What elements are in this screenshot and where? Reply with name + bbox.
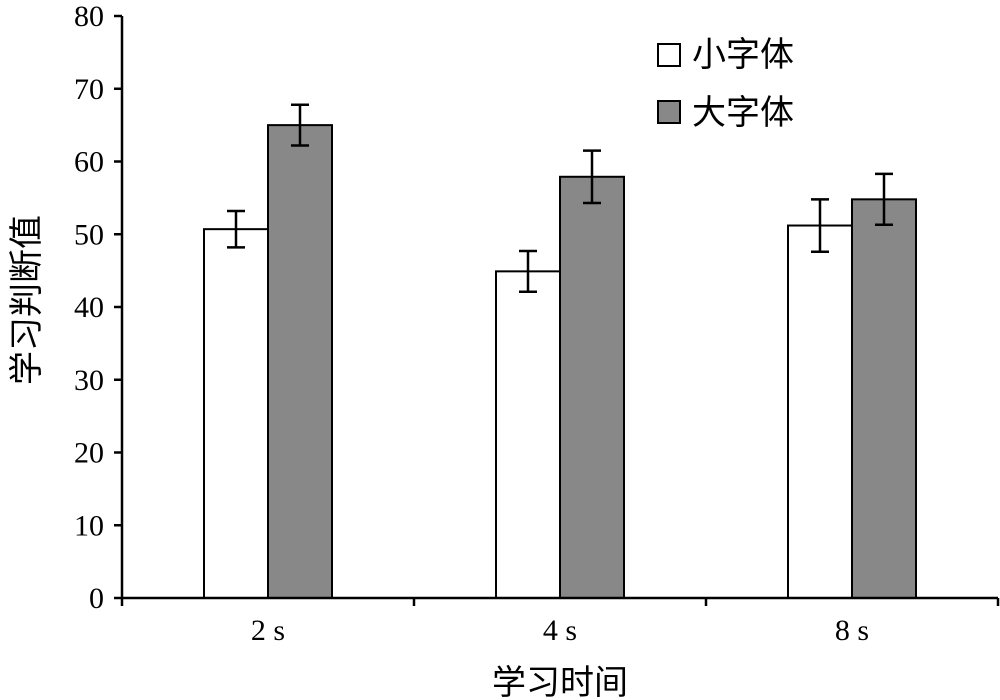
y-axis-title: 学习判断值 [7,215,47,385]
y-tick-label: 80 [74,0,104,33]
y-tick-label: 40 [74,291,104,324]
bar [267,124,333,599]
legend-label-small-font: 小字体 [692,35,794,75]
bar [495,270,561,599]
y-tick-label: 10 [74,509,104,542]
ticks-layer: 2 s 4 s 8 s 0 10 20 30 40 50 60 70 80 [74,0,869,647]
x-tick-label: 2 s [251,614,285,647]
y-tick-label: 0 [89,582,104,615]
x-axis-title: 学习时间 [492,663,628,700]
y-tick-label: 60 [74,146,104,179]
x-tick-label: 4 s [543,614,577,647]
y-tick-label: 30 [74,364,104,397]
axes-layer [114,14,1000,606]
bar [559,175,625,599]
y-tick-label: 20 [74,437,104,470]
legend-swatch-small-font [657,43,681,67]
x-tick-label: 8 s [835,614,869,647]
bars-layer [203,124,917,600]
bar [851,198,917,600]
bar [787,224,853,600]
legend-swatch-large-font [657,100,681,124]
y-tick-label: 70 [74,73,104,106]
error-bars-layer [227,103,893,293]
legend: 小字体 大字体 [657,35,794,133]
bar [203,228,269,599]
legend-label-large-font: 大字体 [692,93,794,133]
y-tick-label: 50 [74,218,104,251]
